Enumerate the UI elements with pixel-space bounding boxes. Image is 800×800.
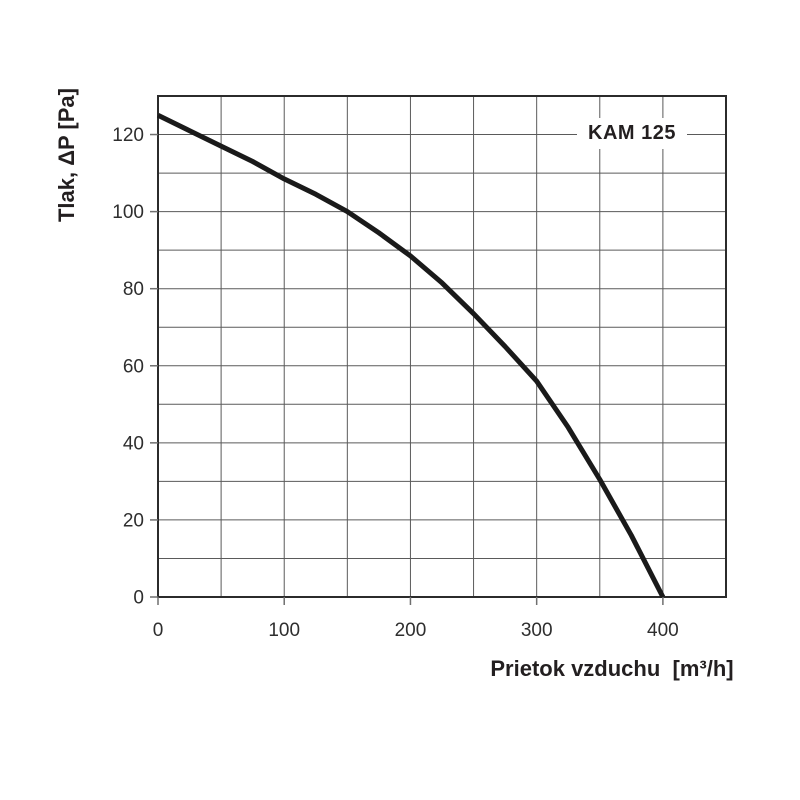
- y-tick-label: 100: [112, 202, 144, 223]
- x-tick-label: 0: [153, 620, 164, 641]
- y-tick-label: 0: [133, 588, 144, 609]
- x-tick-label: 200: [395, 620, 427, 641]
- y-tick-label: 80: [123, 279, 144, 300]
- x-tick-label: 400: [647, 620, 679, 641]
- x-tick-label: 100: [268, 620, 300, 641]
- chart-canvas: 0 100 200 300 400 0 20 40 60 80 100 120: [112, 95, 727, 641]
- x-axis-title: Prietok vzduchu [m³/h]: [490, 656, 734, 681]
- y-tick-label: 20: [123, 510, 144, 531]
- y-tick-label: 40: [123, 433, 144, 454]
- y-axis-title: Tlak, ΔP [Pa]: [54, 88, 79, 223]
- y-tick-label: 120: [112, 125, 144, 146]
- performance-curve: [156, 113, 666, 599]
- series-label-kam125: KAM 125: [577, 118, 687, 149]
- x-tick-label: 300: [521, 620, 553, 641]
- y-tick-label: 60: [123, 356, 144, 377]
- plot-border: [157, 95, 727, 598]
